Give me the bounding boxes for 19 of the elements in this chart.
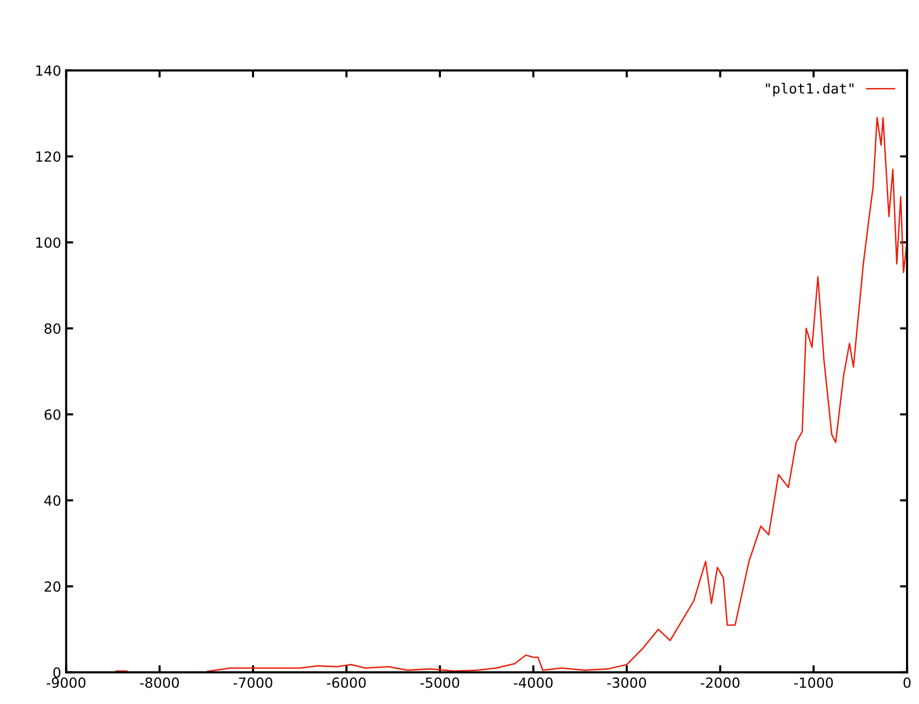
- x-tick-label: -5000: [420, 677, 460, 688]
- y-tick-label: 20: [44, 581, 60, 592]
- x-tick-label: -8000: [140, 677, 179, 688]
- x-tick-label: -2000: [700, 677, 740, 688]
- y-tick-label: 140: [36, 65, 60, 76]
- x-tick-label: -1000: [794, 677, 833, 688]
- y-tick-label: 100: [36, 237, 60, 248]
- x-tick-label: -6000: [326, 677, 366, 688]
- y-tick-label: 60: [44, 409, 60, 420]
- legend-label: "plot1.dat": [766, 82, 854, 96]
- x-tick-label: 0: [904, 677, 911, 688]
- x-tick-label: -3000: [607, 677, 646, 688]
- x-tick-label: -9000: [46, 677, 86, 688]
- y-tick-label: 40: [44, 495, 60, 506]
- y-tick-label: 0: [53, 667, 60, 678]
- y-tick-label: 80: [44, 323, 60, 334]
- y-tick-label: 120: [36, 151, 60, 162]
- x-tick-label: -4000: [514, 677, 553, 688]
- x-tick-label: -7000: [234, 677, 272, 688]
